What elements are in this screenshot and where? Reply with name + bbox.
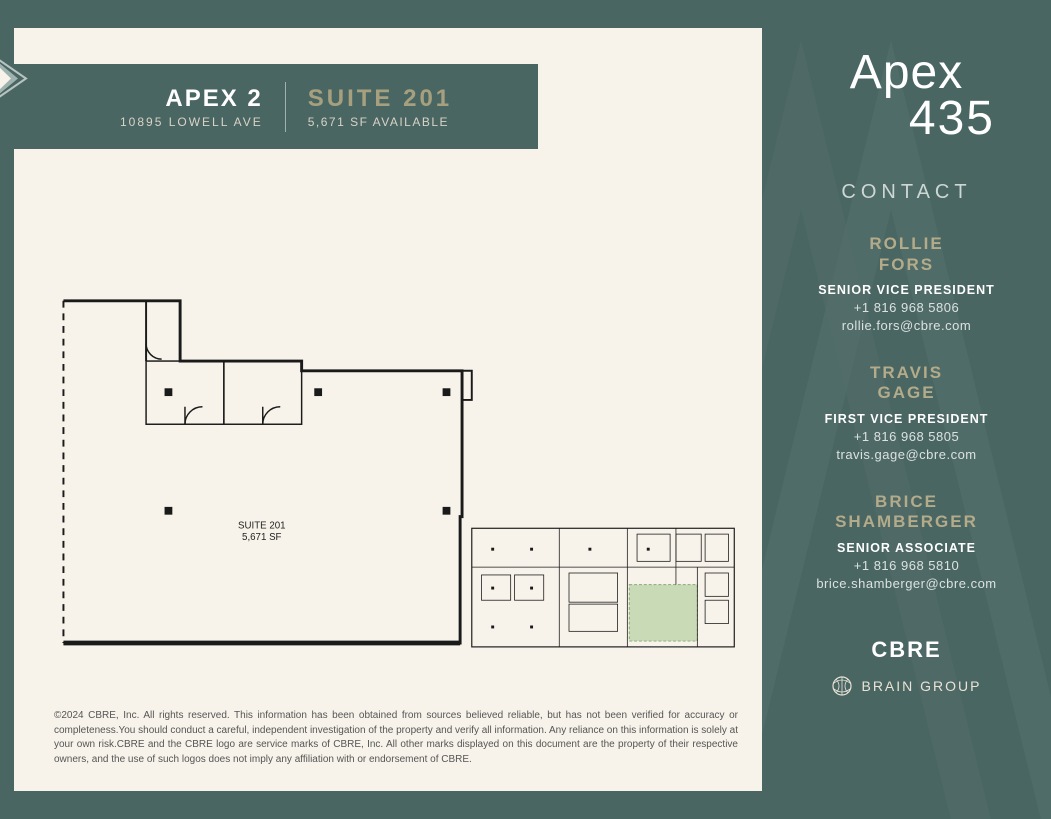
brand-line2: 435	[782, 96, 1031, 142]
fp-suite-sf: 5,671 SF	[242, 532, 282, 543]
suite-name: SUITE 201	[308, 85, 452, 113]
contact-title: FIRST VICE PRESIDENT	[762, 412, 1051, 426]
key-plan	[472, 528, 735, 647]
brain-icon	[831, 675, 853, 697]
contact-heading: CONTACT	[762, 181, 1051, 204]
cbre-logo: CBRE	[871, 637, 941, 663]
play-badge-icon	[0, 51, 36, 106]
building-address: 10895 LOWELL AVE	[120, 115, 263, 129]
contact-card: BRICESHAMBERGER SENIOR ASSOCIATE +1 816 …	[762, 492, 1051, 591]
contact-email: travis.gage@cbre.com	[762, 447, 1051, 462]
brand-line1: Apex	[782, 50, 1031, 96]
floor-plan-diagram: SUITE 201 5,671 SF	[44, 268, 744, 668]
contact-email: rollie.fors@cbre.com	[762, 318, 1051, 333]
brand-logo: Apex 435	[762, 50, 1051, 141]
brain-group-logo: BRAIN GROUP	[831, 675, 981, 697]
fp-suite-label: SUITE 201	[238, 520, 286, 531]
building-name: APEX 2	[120, 85, 263, 113]
contact-phone: +1 816 968 5810	[762, 558, 1051, 573]
contact-phone: +1 816 968 5806	[762, 300, 1051, 315]
contact-name: BRICESHAMBERGER	[762, 492, 1051, 533]
contact-email: brice.shamberger@cbre.com	[762, 576, 1051, 591]
contact-phone: +1 816 968 5805	[762, 429, 1051, 444]
contact-name: TRAVISGAGE	[762, 363, 1051, 404]
disclaimer-text: ©2024 CBRE, Inc. All rights reserved. Th…	[54, 709, 738, 767]
suite-availability: 5,671 SF AVAILABLE	[308, 115, 452, 129]
contact-name: ROLLIEFORS	[762, 234, 1051, 275]
header-band: APEX 2 10895 LOWELL AVE SUITE 201 5,671 …	[14, 64, 538, 149]
contact-card: ROLLIEFORS SENIOR VICE PRESIDENT +1 816 …	[762, 234, 1051, 333]
main-sheet: APEX 2 10895 LOWELL AVE SUITE 201 5,671 …	[14, 28, 762, 791]
contact-title: SENIOR VICE PRESIDENT	[762, 283, 1051, 297]
contact-sidebar: Apex 435 CONTACT ROLLIEFORS SENIOR VICE …	[762, 0, 1051, 819]
contact-title: SENIOR ASSOCIATE	[762, 541, 1051, 555]
footer-logos: CBRE BRAIN GROUP	[762, 637, 1051, 697]
contact-card: TRAVISGAGE FIRST VICE PRESIDENT +1 816 9…	[762, 363, 1051, 462]
